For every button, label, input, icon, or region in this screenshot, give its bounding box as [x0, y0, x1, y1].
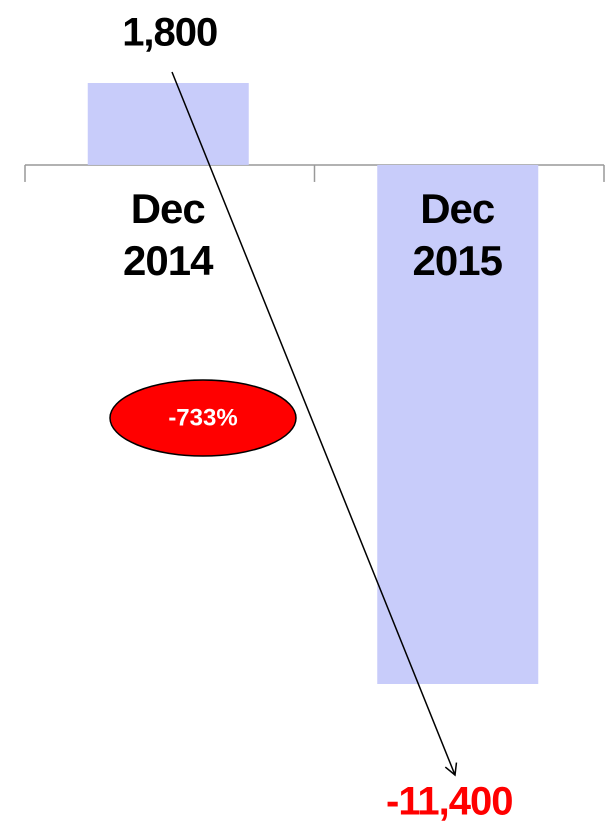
bar — [87, 83, 249, 165]
value-label: -11,400 — [386, 780, 512, 824]
value-label: 1,800 — [122, 11, 217, 55]
trend-arrow — [171, 71, 458, 777]
annotation: -733% — [168, 404, 237, 431]
bar — [377, 164, 539, 685]
category-label: Dec 2014 — [123, 184, 213, 284]
category-label: Dec 2015 — [412, 184, 503, 284]
annotation-bubble — [109, 379, 297, 457]
